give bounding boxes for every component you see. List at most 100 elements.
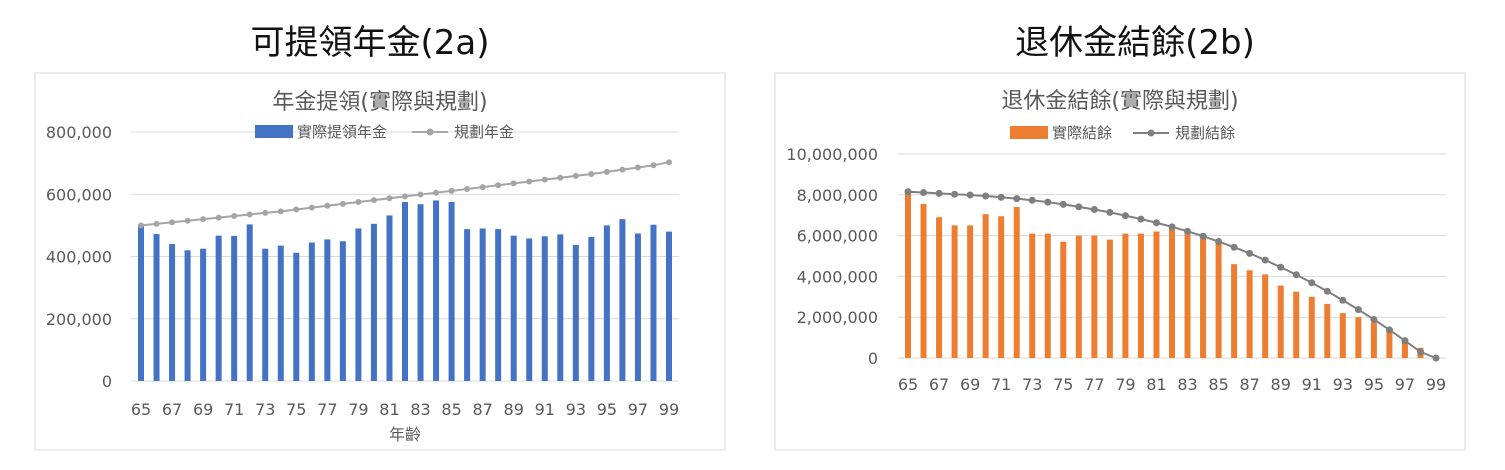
bar	[1370, 322, 1377, 358]
bar	[1091, 235, 1098, 358]
line-point	[464, 185, 471, 192]
line-point	[1106, 208, 1114, 216]
bar	[1060, 241, 1067, 358]
line-point	[982, 192, 990, 200]
bar	[526, 238, 533, 381]
x-tick-label: 81	[1146, 375, 1166, 394]
line-point	[666, 159, 672, 166]
line-point	[277, 208, 284, 215]
x-tick-label: 75	[286, 400, 306, 419]
x-tick-label: 65	[898, 375, 918, 394]
bar	[1308, 296, 1315, 358]
bar	[355, 228, 362, 381]
x-tick-label: 79	[348, 400, 368, 419]
bar	[184, 250, 191, 381]
x-tick-label: 77	[1084, 375, 1104, 394]
legend-label: 規劃年金	[454, 123, 514, 141]
bar	[619, 219, 626, 381]
bar	[308, 242, 315, 381]
bar	[1137, 233, 1144, 358]
line-point	[308, 204, 315, 211]
x-tick-label: 85	[1208, 375, 1228, 394]
line-point	[1121, 212, 1129, 220]
line-point	[417, 191, 424, 198]
bar	[666, 231, 672, 381]
bar	[510, 235, 517, 381]
line-point	[1432, 354, 1440, 362]
chart-frame	[774, 72, 1466, 451]
bar	[967, 225, 974, 358]
line-point	[495, 182, 502, 189]
bar	[650, 224, 657, 381]
legend-label: 實際提領年金	[297, 123, 387, 141]
bar	[1215, 241, 1222, 358]
line-point	[355, 199, 362, 206]
bar	[324, 239, 331, 381]
bar	[1013, 207, 1020, 358]
line-point	[1308, 279, 1316, 287]
line-point	[1184, 227, 1192, 235]
y-tick-label: 0	[868, 349, 878, 368]
bar	[1075, 235, 1082, 358]
bar	[277, 245, 284, 381]
line-point	[448, 187, 455, 194]
line-point	[1401, 337, 1409, 345]
bar	[1200, 233, 1207, 358]
line-point	[1044, 198, 1052, 206]
line-point	[153, 220, 160, 227]
x-tick-label: 93	[1333, 375, 1353, 394]
bar	[1277, 285, 1284, 358]
y-tick-label: 10,000,000	[786, 145, 878, 164]
bar	[153, 234, 160, 381]
line-point	[541, 176, 548, 183]
line-point	[200, 216, 207, 223]
line-point	[1137, 215, 1145, 223]
line-point	[1416, 348, 1424, 356]
x-tick-label: 71	[991, 375, 1011, 394]
line-point	[510, 180, 517, 187]
line-point	[1168, 223, 1176, 231]
x-tick-label: 75	[1053, 375, 1073, 394]
bar	[339, 241, 346, 381]
bar	[1122, 233, 1129, 358]
x-axis-title: 年齡	[389, 425, 421, 444]
chart-frame	[34, 72, 726, 451]
bar	[215, 235, 222, 381]
legend-line-marker	[426, 128, 434, 136]
x-tick-label: 97	[628, 400, 648, 419]
line-point	[1261, 256, 1269, 264]
bar	[1029, 233, 1036, 358]
bar	[370, 223, 377, 381]
bar	[1184, 232, 1191, 358]
bar	[464, 229, 471, 381]
bar	[572, 244, 579, 381]
panel-heading: 可提領年金(2a)	[250, 23, 490, 63]
bar	[262, 248, 269, 381]
line-point	[1323, 287, 1331, 295]
line-point	[324, 202, 331, 209]
bar	[200, 248, 207, 381]
x-tick-label: 91	[1302, 375, 1322, 394]
line-point	[1370, 315, 1378, 323]
x-tick-label: 89	[1271, 375, 1291, 394]
x-tick-label: 67	[929, 375, 949, 394]
y-tick-label: 6,000,000	[797, 227, 878, 246]
legend-bar-swatch	[1010, 126, 1048, 139]
x-tick-label: 73	[1022, 375, 1042, 394]
line-point	[215, 214, 222, 221]
line-point	[1013, 195, 1021, 203]
line-point	[169, 219, 176, 226]
line-point	[1385, 326, 1393, 334]
bar	[905, 191, 911, 358]
line-point	[1339, 296, 1347, 304]
annuity-withdrawal-chart: 年金提領(實際與規劃) 0 200,000 400,000 600,000 800,000…	[34, 72, 726, 451]
bar	[417, 204, 424, 381]
line-point	[634, 164, 641, 171]
line-point	[588, 171, 595, 178]
bar	[936, 217, 943, 358]
x-tick-label: 71	[224, 400, 244, 419]
x-tick-label: 95	[1364, 375, 1384, 394]
bar	[951, 225, 958, 358]
line-point	[935, 189, 943, 197]
bar	[634, 233, 641, 381]
